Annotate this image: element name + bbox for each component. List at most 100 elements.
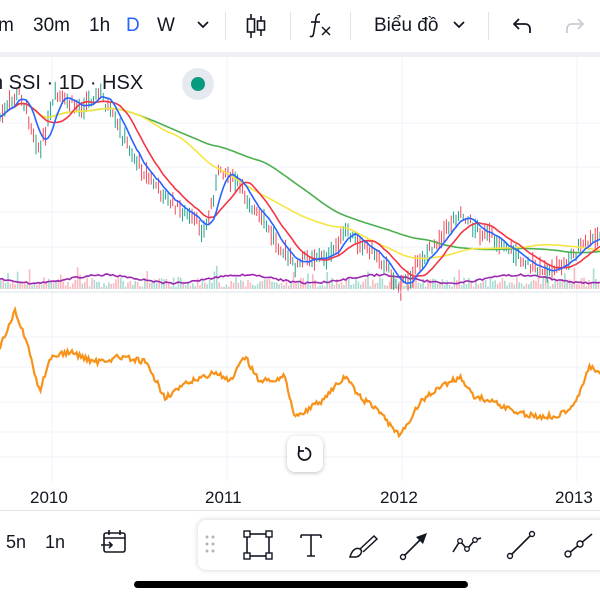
volume-bar	[576, 284, 578, 289]
path-tool-icon[interactable]	[450, 528, 484, 562]
brush-tool-icon[interactable]	[346, 528, 380, 562]
rectangle-tool-icon[interactable]	[241, 528, 275, 562]
volume-bar	[568, 279, 571, 289]
volume-bar	[434, 279, 436, 289]
volume-bar	[446, 280, 448, 289]
interval-m[interactable]: m	[0, 15, 14, 36]
volume-bar	[468, 277, 470, 289]
volume-bar	[597, 281, 600, 289]
bottom-toolbar: 5n 1n	[0, 512, 600, 574]
time-label: 2010	[30, 488, 68, 507]
volume-bar	[439, 282, 441, 289]
volume-bar	[386, 285, 388, 289]
ma-line-yellow	[0, 102, 600, 260]
volume-bar	[556, 281, 559, 289]
volume-bar	[535, 281, 537, 289]
text-tool-icon[interactable]	[294, 528, 328, 562]
volume-bar	[463, 277, 465, 289]
volume-bar	[288, 285, 290, 289]
volume-bar	[590, 282, 592, 289]
volume-bar	[211, 282, 213, 289]
chart-type-chevron-icon[interactable]	[452, 12, 466, 43]
range-1n-button[interactable]: 1n	[45, 532, 66, 552]
volume-bar	[530, 281, 532, 289]
volume-bar	[429, 279, 432, 289]
drag-handle-icon[interactable]	[204, 534, 218, 568]
candlestick-icon[interactable]	[244, 12, 268, 47]
axis-divider	[0, 510, 600, 511]
volume-bar	[148, 282, 151, 289]
volume-bar	[415, 278, 417, 289]
volume-bar	[86, 277, 88, 289]
volume-bar	[477, 284, 480, 289]
volume-bar	[412, 281, 415, 289]
volume-bar	[343, 285, 345, 289]
go-to-date-calendar-icon[interactable]	[100, 528, 128, 561]
volume-bar	[393, 277, 396, 289]
volume-bar	[122, 280, 124, 289]
volume-bar	[206, 284, 208, 289]
volume-bar	[340, 282, 343, 289]
volume-bar	[472, 286, 475, 289]
volume-bar	[98, 281, 100, 289]
volume-bar	[91, 278, 93, 289]
volume-bar	[266, 279, 268, 289]
market-status-indicator[interactable]	[182, 68, 214, 100]
volume-bar	[132, 284, 134, 289]
redo-icon[interactable]	[563, 14, 587, 45]
volume-bar	[427, 281, 429, 289]
volume-bar	[424, 286, 427, 289]
interval-dropdown-chevron-icon[interactable]	[196, 12, 210, 43]
volume-bar	[84, 281, 86, 289]
ray-tool-icon[interactable]	[560, 528, 594, 562]
volume-bar	[309, 284, 312, 289]
volume-bar	[271, 281, 273, 289]
indicators-fx-icon[interactable]	[308, 10, 334, 47]
volume-bar	[487, 286, 489, 289]
volume-bar	[204, 282, 206, 289]
interval-1h[interactable]: 1h	[89, 15, 111, 36]
volume-bar	[268, 278, 271, 289]
volume-bar	[456, 280, 458, 289]
volume-bar	[88, 286, 91, 289]
volume-bar	[31, 285, 33, 289]
volume-bar	[244, 286, 247, 289]
interval-w[interactable]: W	[157, 15, 175, 36]
undo-icon[interactable]	[510, 14, 534, 45]
volume-bar	[168, 282, 170, 289]
volume-bar	[108, 282, 110, 289]
volume-bar	[352, 284, 355, 289]
price-chart[interactable]	[0, 57, 600, 482]
volume-bar	[400, 274, 403, 289]
arrow-tool-icon[interactable]	[398, 528, 432, 562]
volume-bar	[360, 284, 362, 289]
time-axis[interactable]: 2010 2011 2012 2013	[0, 482, 600, 512]
volume-bar	[256, 284, 259, 289]
symbol-legend[interactable]: n SSI · 1D · HSX	[0, 72, 144, 94]
volume-bar	[134, 281, 136, 289]
volume-bar	[16, 271, 19, 289]
interval-d[interactable]: D	[126, 15, 140, 36]
volume-bar	[489, 278, 492, 289]
volume-bar	[273, 282, 276, 289]
volume-bar	[355, 277, 357, 289]
volume-bar	[74, 279, 76, 289]
volume-bar	[338, 283, 340, 289]
range-5n-button[interactable]: 5n	[6, 532, 27, 552]
volume-bar	[208, 280, 211, 289]
volume-bar	[451, 286, 453, 289]
indicator-line	[0, 305, 600, 439]
volume-bar	[348, 278, 350, 289]
volume-bar	[55, 280, 57, 289]
volume-bar	[511, 282, 513, 289]
volume-bar	[100, 286, 103, 289]
interval-30m[interactable]: 30m	[33, 15, 70, 36]
trend-line-tool-icon[interactable]	[504, 528, 538, 562]
chart-type-dropdown[interactable]: Biểu đồ	[374, 15, 439, 36]
volume-bar	[388, 281, 391, 289]
volume-bar	[182, 283, 184, 289]
volume-bar	[369, 286, 372, 289]
volume-bar	[460, 285, 463, 289]
toolbar-divider	[350, 12, 351, 40]
reset-chart-button[interactable]	[287, 436, 323, 472]
